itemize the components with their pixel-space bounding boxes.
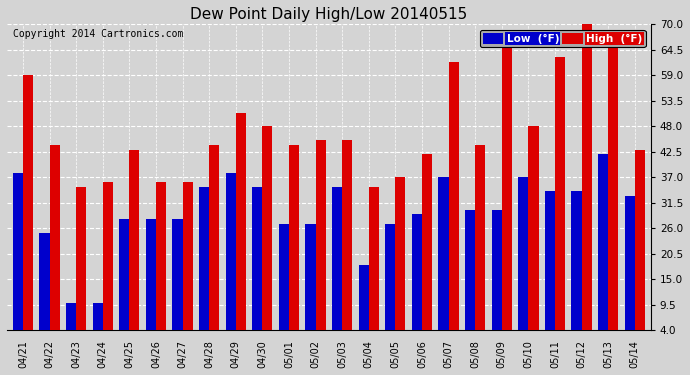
Bar (475, 145, 485, 330)
Bar (289, 145, 299, 330)
Bar (395, 177, 406, 330)
Bar (253, 187, 262, 330)
Bar (183, 182, 193, 330)
Bar (465, 210, 475, 330)
Bar (385, 224, 395, 330)
Bar (209, 145, 219, 330)
Bar (306, 224, 315, 330)
Bar (502, 43, 512, 330)
Bar (582, 24, 592, 330)
Bar (262, 126, 273, 330)
Bar (492, 210, 502, 330)
Bar (146, 219, 156, 330)
Bar (39, 233, 50, 330)
Legend: Low  (°F), High  (°F): Low (°F), High (°F) (480, 30, 646, 47)
Bar (422, 154, 432, 330)
Bar (236, 112, 246, 330)
Bar (279, 224, 289, 330)
Bar (555, 57, 565, 330)
Bar (103, 182, 113, 330)
Bar (332, 187, 342, 330)
Bar (448, 62, 459, 330)
Bar (368, 187, 379, 330)
Bar (518, 177, 529, 330)
Bar (342, 140, 353, 330)
Bar (624, 196, 635, 330)
Bar (119, 219, 129, 330)
Bar (13, 173, 23, 330)
Bar (226, 173, 236, 330)
Title: Dew Point Daily High/Low 20140515: Dew Point Daily High/Low 20140515 (190, 7, 468, 22)
Bar (571, 191, 582, 330)
Bar (76, 187, 86, 330)
Bar (129, 150, 139, 330)
Bar (23, 75, 33, 330)
Bar (598, 154, 608, 330)
Bar (359, 266, 368, 330)
Bar (92, 303, 103, 330)
Text: Copyright 2014 Cartronics.com: Copyright 2014 Cartronics.com (13, 29, 184, 39)
Bar (545, 191, 555, 330)
Bar (412, 214, 422, 330)
Bar (635, 150, 645, 330)
Bar (66, 303, 76, 330)
Bar (315, 140, 326, 330)
Bar (199, 187, 209, 330)
Bar (608, 48, 618, 330)
Bar (172, 219, 183, 330)
Bar (50, 145, 59, 330)
Bar (529, 126, 538, 330)
Bar (156, 182, 166, 330)
Bar (438, 177, 449, 330)
